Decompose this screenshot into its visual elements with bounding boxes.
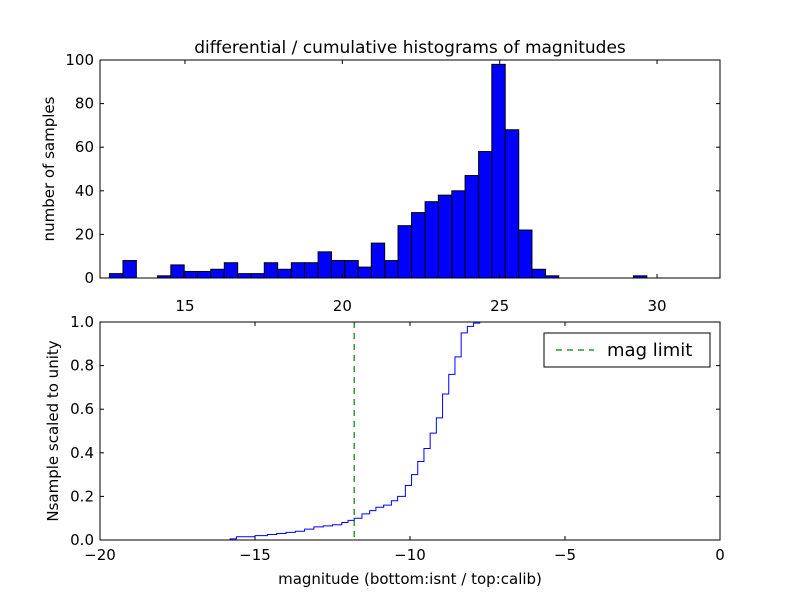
bottom-axis-ticks: 0.0 0.2 0.4 0.6 0.8 1.0 −20 −15 −10 −5 0 bbox=[70, 313, 725, 564]
top-x-tick-label: 30 bbox=[648, 297, 667, 315]
histogram-bar bbox=[491, 63, 506, 279]
histogram-bar bbox=[518, 229, 533, 279]
histogram-bar bbox=[504, 129, 520, 279]
histogram-bar bbox=[197, 270, 212, 279]
bottom-x-tick-label: 0 bbox=[715, 546, 725, 564]
histogram-bar bbox=[108, 273, 124, 279]
histogram-bar bbox=[170, 264, 185, 279]
top-y-tick-label: 40 bbox=[75, 182, 94, 200]
histogram-bar bbox=[277, 268, 292, 279]
histogram-bar bbox=[531, 268, 546, 279]
top-chart-title: differential / cumulative histograms of … bbox=[194, 38, 626, 58]
top-x-tick-label: 15 bbox=[175, 297, 194, 315]
histogram-bar bbox=[397, 225, 412, 279]
histogram-bar bbox=[223, 262, 239, 279]
bottom-x-tick-label: −20 bbox=[84, 546, 116, 564]
top-x-tick-label: 25 bbox=[490, 297, 509, 315]
histogram-bar bbox=[250, 273, 265, 279]
histogram-bar bbox=[370, 242, 386, 279]
histogram-bar bbox=[122, 260, 137, 279]
bottom-x-axis-label: magnitude (bottom:isnt / top:calib) bbox=[278, 570, 542, 588]
bottom-y-axis-label: Nsample scaled to unity bbox=[44, 340, 62, 521]
histogram-bar bbox=[451, 190, 466, 279]
histogram-bar bbox=[384, 260, 399, 279]
legend-label-mag-limit: mag limit bbox=[607, 340, 692, 361]
bottom-x-tick-label: −15 bbox=[239, 546, 271, 564]
histogram-bar bbox=[464, 175, 479, 279]
histogram-bar bbox=[304, 262, 319, 279]
top-histogram-panel: differential / cumulative histograms of … bbox=[40, 38, 721, 315]
bottom-y-tick-label: 0.8 bbox=[70, 357, 94, 375]
histogram-bar bbox=[210, 268, 225, 279]
top-y-tick-label: 80 bbox=[75, 95, 94, 113]
bottom-y-tick-label: 0.0 bbox=[70, 531, 94, 549]
bottom-y-tick-label: 0.4 bbox=[70, 444, 94, 462]
top-y-tick-label: 20 bbox=[75, 225, 94, 243]
histogram-bar bbox=[344, 260, 359, 279]
histogram-bar bbox=[357, 266, 372, 279]
top-y-axis-label: number of samples bbox=[40, 96, 58, 241]
cumulative-step-line bbox=[100, 321, 720, 541]
top-y-tick-label: 100 bbox=[65, 51, 94, 69]
top-plot-frame bbox=[99, 59, 721, 279]
histogram-bar bbox=[237, 273, 252, 279]
histogram-bar bbox=[424, 201, 439, 279]
histogram-bar bbox=[478, 151, 493, 279]
legend: mag limit bbox=[543, 332, 711, 368]
bottom-cumulative-panel: 0.0 0.2 0.4 0.6 0.8 1.0 −20 −15 −10 −5 0 magnitude… bbox=[44, 313, 725, 588]
histogram-bar bbox=[263, 262, 279, 279]
histogram-bar bbox=[290, 262, 306, 279]
bottom-y-tick-label: 0.6 bbox=[70, 400, 94, 418]
bottom-series-lines bbox=[100, 321, 720, 541]
bottom-y-tick-label: 0.2 bbox=[70, 487, 94, 505]
top-y-tick-label: 60 bbox=[75, 138, 94, 156]
bottom-x-tick-label: −5 bbox=[554, 546, 576, 564]
histogram-bar bbox=[411, 212, 426, 279]
top-y-tick-label: 0 bbox=[84, 269, 94, 287]
top-axis-ticks: 0 20 40 60 80 100 15 20 25 30 bbox=[65, 51, 720, 315]
top-histogram-bars bbox=[108, 63, 648, 279]
histogram-bar bbox=[317, 251, 332, 279]
histogram-bar bbox=[437, 194, 453, 279]
top-x-tick-label: 20 bbox=[333, 297, 352, 315]
bottom-plot-frame bbox=[99, 321, 721, 541]
histogram-bar bbox=[183, 270, 198, 279]
bottom-x-tick-label: −10 bbox=[394, 546, 426, 564]
bottom-y-tick-label: 1.0 bbox=[70, 313, 94, 331]
